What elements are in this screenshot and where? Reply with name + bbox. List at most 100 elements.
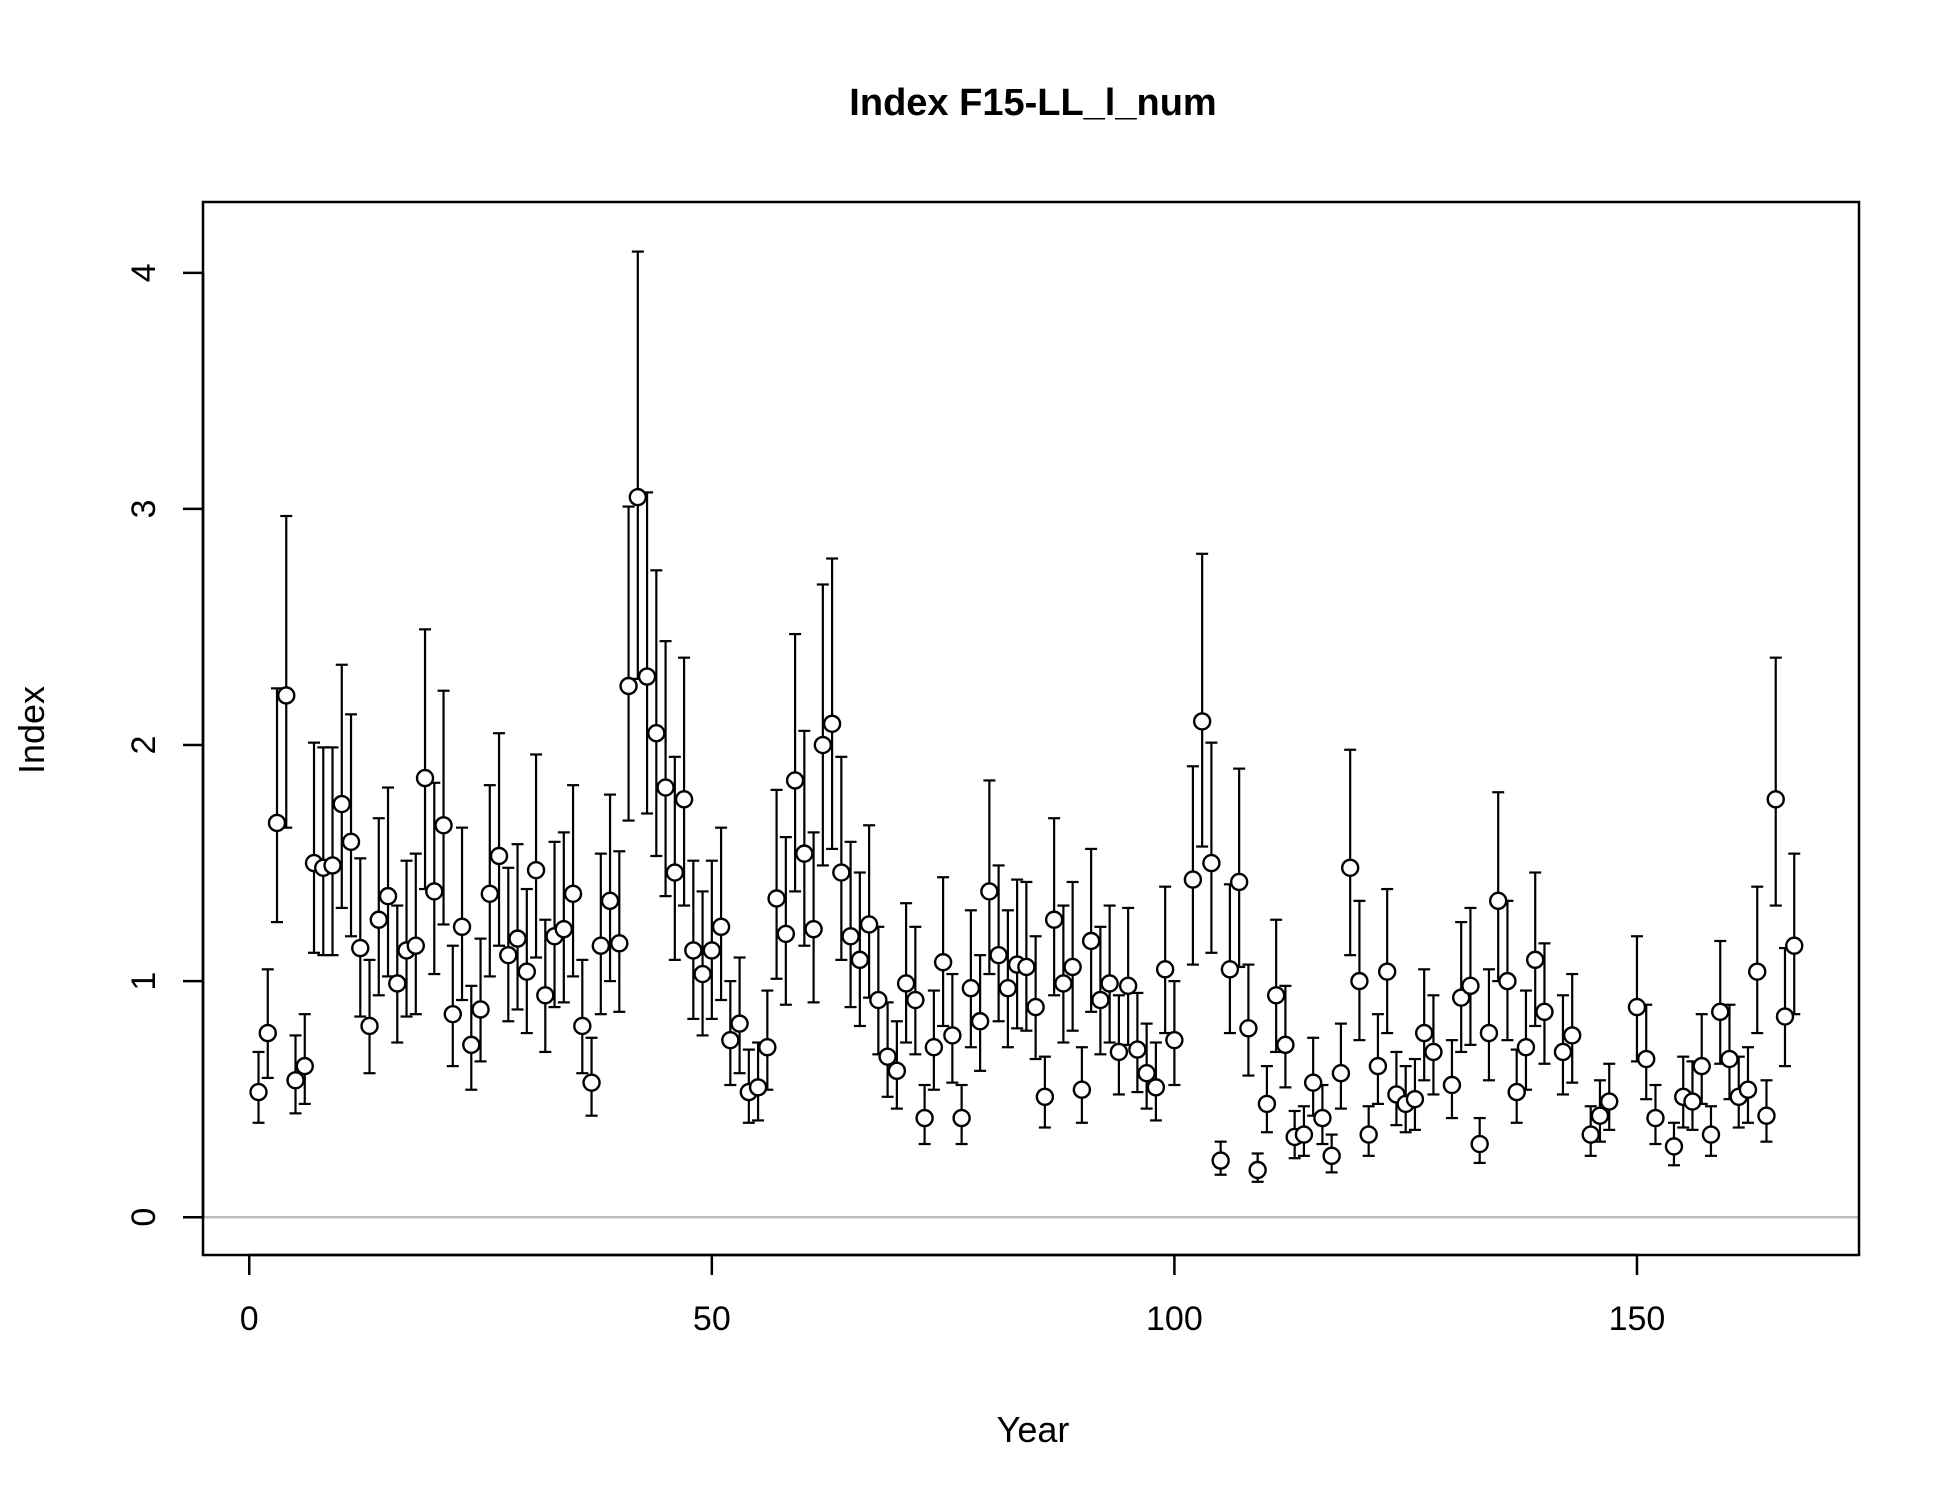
error-bar xyxy=(474,937,487,1063)
data-point xyxy=(369,910,388,929)
data-point xyxy=(1748,962,1767,981)
data-point xyxy=(813,735,833,755)
data-point xyxy=(702,941,722,960)
data-point xyxy=(961,979,981,998)
data-point xyxy=(628,487,648,507)
data-point xyxy=(776,924,796,944)
error-bar xyxy=(1464,906,1477,1046)
data-point xyxy=(943,1026,962,1045)
data-point xyxy=(563,884,583,903)
data-point xyxy=(1063,957,1082,977)
data-point xyxy=(748,1078,768,1097)
error-bar xyxy=(483,784,496,978)
error-bar xyxy=(326,746,339,957)
data-point xyxy=(1248,1160,1267,1180)
data-point xyxy=(1581,1125,1600,1144)
data-point xyxy=(1081,931,1101,951)
data-point xyxy=(1118,976,1138,996)
data-point xyxy=(489,846,509,866)
error-bar xyxy=(687,859,700,1021)
data-point xyxy=(674,790,694,809)
data-point xyxy=(1276,1035,1295,1055)
data-point xyxy=(1183,870,1203,889)
data-point xyxy=(1359,1125,1378,1144)
data-point xyxy=(878,1047,897,1066)
data-point xyxy=(1516,1038,1536,1057)
data-point xyxy=(1313,1108,1332,1128)
data-point xyxy=(869,990,888,1010)
data-point xyxy=(1091,990,1110,1010)
data-point xyxy=(1692,1056,1711,1076)
x-tick-label: 150 xyxy=(1609,1300,1666,1338)
data-point xyxy=(1294,1125,1314,1144)
data-point xyxy=(1109,1042,1129,1062)
data-point xyxy=(258,1023,277,1043)
data-point xyxy=(554,919,574,939)
data-point xyxy=(351,938,370,958)
error-bar xyxy=(770,788,783,980)
data-point xyxy=(1405,1089,1425,1109)
data-point xyxy=(406,936,425,955)
error-bar xyxy=(1769,656,1782,907)
data-point xyxy=(1340,858,1360,877)
data-point xyxy=(1479,1023,1499,1043)
data-point xyxy=(1711,1002,1730,1022)
error-bar xyxy=(354,857,367,1018)
data-point xyxy=(1146,1078,1166,1097)
data-point xyxy=(443,1004,462,1024)
data-point xyxy=(526,860,546,880)
error-bar xyxy=(1529,871,1542,1028)
error-bar xyxy=(308,741,321,954)
error-bar xyxy=(1085,847,1098,1013)
error-bar xyxy=(622,505,635,822)
data-point xyxy=(906,990,925,1010)
data-point xyxy=(536,986,555,1005)
data-point xyxy=(508,929,527,948)
data-point xyxy=(1368,1056,1388,1076)
plot-frame xyxy=(201,200,1861,1257)
error-bar xyxy=(1011,878,1024,1030)
x-tick-label: 50 xyxy=(693,1300,731,1338)
error-bar xyxy=(715,826,728,1002)
y-tick-label: 0 xyxy=(125,1208,163,1227)
data-point xyxy=(1470,1134,1489,1154)
y-tick-label: 2 xyxy=(125,736,163,755)
data-point xyxy=(1424,1042,1443,1062)
error-bar xyxy=(363,958,376,1075)
error-bar xyxy=(456,826,469,1002)
error-bar xyxy=(520,887,533,1035)
error-bar xyxy=(900,902,913,1044)
data-point xyxy=(1303,1073,1323,1092)
data-point xyxy=(1535,1002,1554,1022)
x-tick-label: 100 xyxy=(1146,1300,1203,1338)
data-point xyxy=(637,667,657,686)
data-point xyxy=(415,768,435,788)
data-point xyxy=(665,863,685,882)
y-tick-label: 1 xyxy=(125,972,163,991)
data-point xyxy=(684,941,703,960)
data-point xyxy=(1600,1092,1619,1111)
error-bar xyxy=(1094,925,1107,1056)
data-point xyxy=(1137,1064,1156,1083)
data-point xyxy=(1377,962,1397,981)
error-bar xyxy=(826,557,839,851)
data-point xyxy=(1257,1094,1277,1114)
data-point xyxy=(1637,1049,1656,1069)
data-point xyxy=(471,1000,490,1019)
data-point xyxy=(998,979,1018,998)
data-point xyxy=(295,1056,314,1076)
error-bar xyxy=(372,817,385,997)
data-point xyxy=(1683,1092,1702,1111)
data-point xyxy=(1350,971,1369,991)
data-point xyxy=(360,1016,379,1036)
data-point xyxy=(1035,1087,1055,1107)
data-point xyxy=(730,1014,749,1033)
error-bar xyxy=(1751,885,1764,1035)
data-point xyxy=(1498,971,1517,991)
data-point xyxy=(711,917,731,937)
data-point xyxy=(1701,1125,1721,1144)
data-point xyxy=(1239,1019,1258,1038)
data-point xyxy=(924,1038,944,1057)
data-point xyxy=(1155,960,1175,979)
data-point xyxy=(1044,910,1064,929)
